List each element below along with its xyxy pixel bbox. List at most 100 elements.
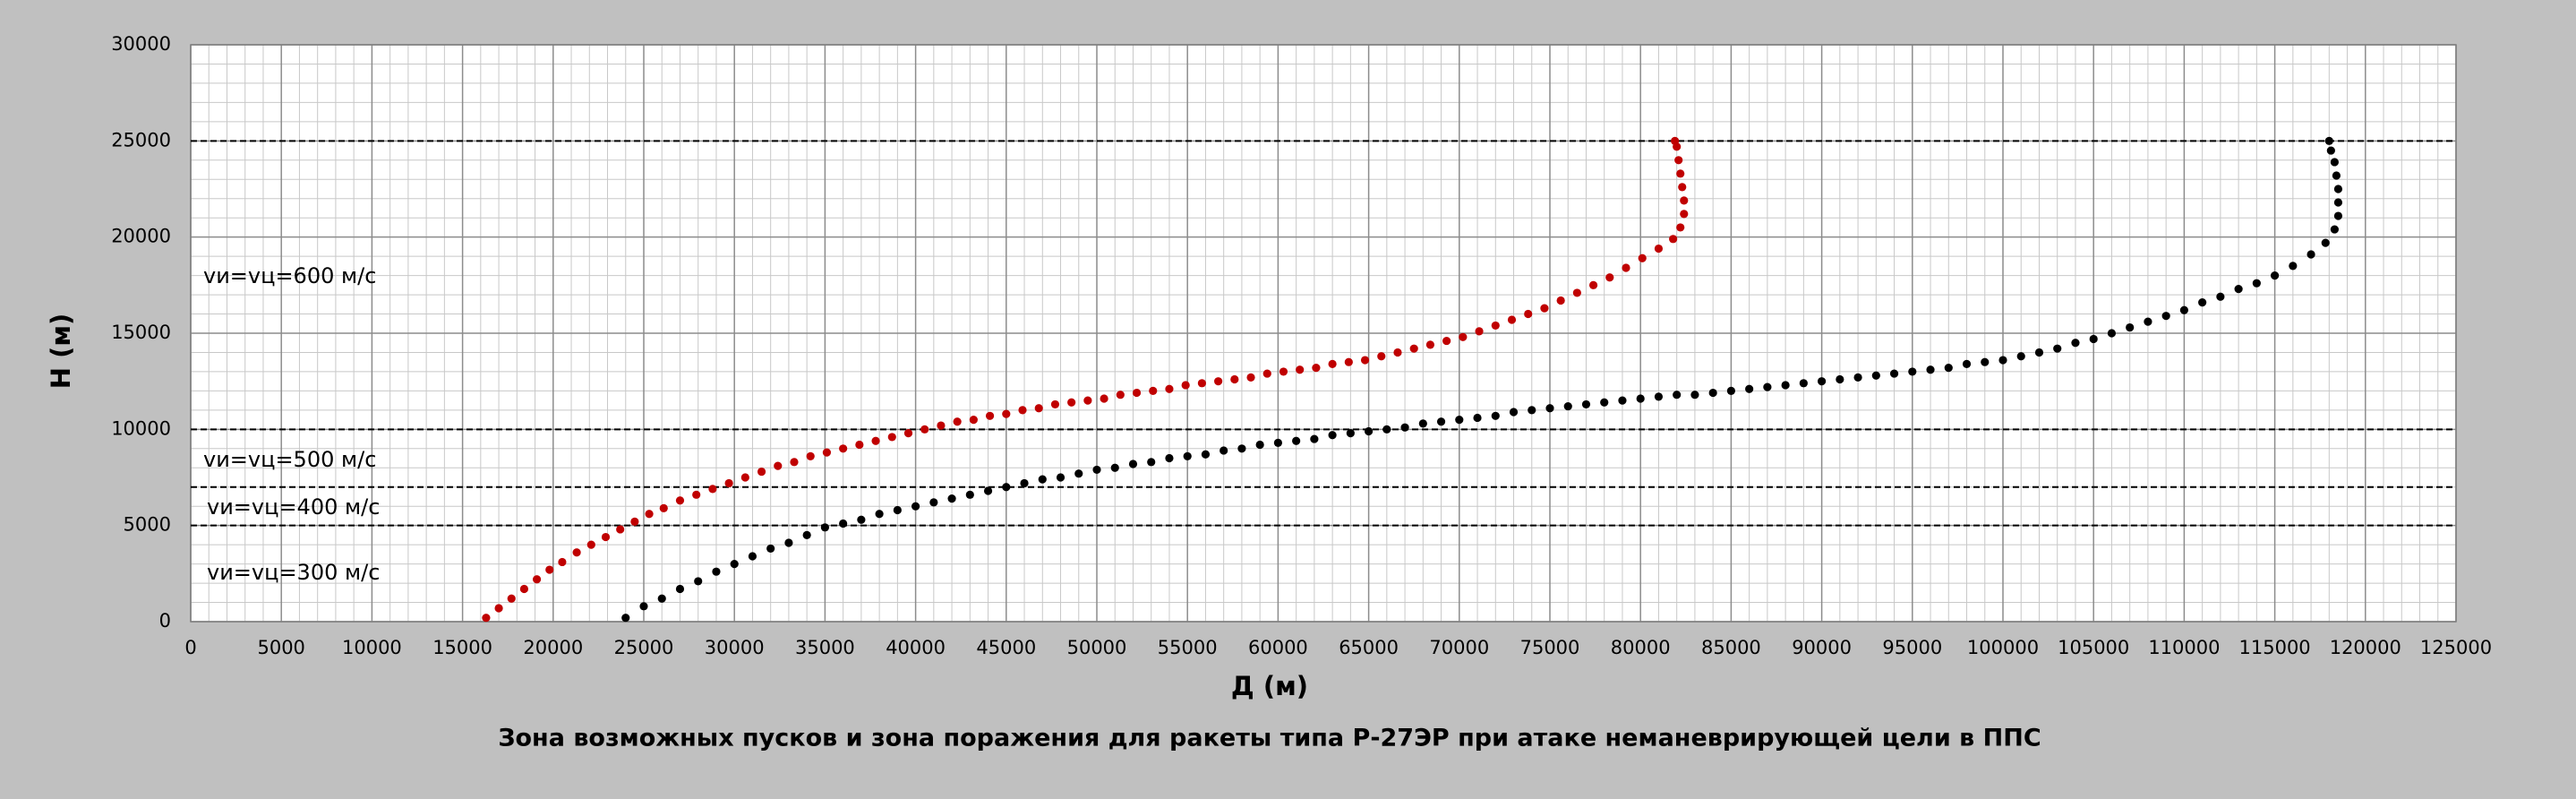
data-point <box>519 584 529 594</box>
data-point <box>1328 431 1337 440</box>
data-point <box>1962 359 1972 368</box>
x-tick-label: 85000 <box>1701 637 1761 658</box>
x-tick-label: 25000 <box>614 637 674 658</box>
data-point <box>2016 352 2025 361</box>
data-point <box>545 565 554 574</box>
y-tick-label: 10000 <box>111 417 171 439</box>
data-point <box>1442 336 1451 346</box>
x-tick-label: 100000 <box>1967 637 2039 658</box>
data-point <box>1605 273 1614 282</box>
data-point <box>1360 356 1370 365</box>
data-point <box>482 614 491 623</box>
data-point <box>1344 357 1353 366</box>
x-tick-label: 60000 <box>1248 637 1308 658</box>
y-tick-label: 30000 <box>111 33 171 55</box>
x-tick-label: 50000 <box>1067 637 1127 658</box>
data-point <box>675 584 685 594</box>
data-point <box>1310 434 1319 443</box>
data-point <box>1459 332 1468 341</box>
data-point <box>1092 465 1101 475</box>
x-tick-label: 5000 <box>257 637 304 658</box>
data-point <box>1230 374 1239 384</box>
data-point <box>694 577 703 586</box>
data-point <box>985 411 995 420</box>
data-point <box>740 473 749 482</box>
data-point <box>645 510 654 519</box>
data-point <box>2216 292 2225 301</box>
data-point <box>766 544 775 554</box>
data-point <box>887 433 896 442</box>
data-point <box>1636 394 1645 403</box>
data-point <box>1473 413 1482 423</box>
data-point <box>1556 296 1565 305</box>
x-tick-label: 35000 <box>795 637 855 658</box>
data-point <box>857 515 866 524</box>
data-point <box>1563 401 1572 411</box>
data-point <box>1100 394 1108 403</box>
data-point <box>822 448 832 457</box>
data-point <box>1246 373 1255 382</box>
data-point <box>630 517 639 526</box>
data-point <box>2289 262 2298 271</box>
data-point <box>2333 211 2343 220</box>
data-point <box>893 505 902 515</box>
data-point <box>1214 377 1223 386</box>
data-point <box>1600 398 1609 407</box>
data-point <box>2330 158 2339 167</box>
data-point <box>1763 382 1772 391</box>
data-point <box>1034 404 1043 413</box>
data-point <box>1618 396 1627 405</box>
data-point <box>675 496 685 505</box>
data-point <box>1409 344 1418 353</box>
data-point <box>2333 185 2343 193</box>
data-point <box>748 552 757 561</box>
data-point <box>1509 408 1519 417</box>
data-point <box>1400 423 1409 432</box>
data-point <box>1083 396 1092 405</box>
data-point <box>1382 425 1391 434</box>
data-point <box>2330 225 2339 234</box>
data-point <box>2089 334 2098 344</box>
x-tick-label: 65000 <box>1339 637 1399 658</box>
data-point <box>1680 196 1689 205</box>
data-point <box>2252 279 2261 288</box>
data-point <box>494 604 503 613</box>
data-point <box>507 594 516 603</box>
data-point <box>1165 384 1174 393</box>
data-point <box>1588 280 1598 289</box>
data-point <box>1638 253 1647 262</box>
data-point <box>1889 369 1899 378</box>
data-point <box>953 417 962 426</box>
x-axis-label: Д (м) <box>1231 671 1308 701</box>
data-point <box>806 451 815 460</box>
data-point <box>1475 327 1484 336</box>
data-point <box>1799 379 1808 388</box>
data-point <box>1654 244 1664 253</box>
x-tick-label: 95000 <box>1882 637 1942 658</box>
data-point <box>1393 348 1402 357</box>
data-point <box>1056 473 1065 482</box>
data-point <box>1067 398 1076 407</box>
data-point <box>708 485 717 494</box>
data-point <box>1676 169 1685 178</box>
data-point <box>1581 400 1591 409</box>
data-point <box>2034 348 2044 357</box>
y-tick-label: 25000 <box>111 129 171 150</box>
x-tick-label: 45000 <box>976 637 1036 658</box>
data-point <box>1818 377 1827 386</box>
data-point <box>1183 451 1192 460</box>
data-point <box>532 575 542 584</box>
data-point <box>1926 365 1935 374</box>
data-point <box>1491 321 1500 331</box>
data-point <box>1296 365 1305 374</box>
y-tick-label: 15000 <box>111 322 171 343</box>
data-point <box>1273 438 1282 447</box>
data-point <box>616 525 625 534</box>
data-point <box>2321 238 2330 247</box>
data-point <box>2161 312 2170 321</box>
data-point <box>639 602 648 611</box>
data-point <box>911 502 920 511</box>
data-point <box>929 498 938 507</box>
data-point <box>784 538 793 547</box>
data-point <box>2107 329 2117 338</box>
